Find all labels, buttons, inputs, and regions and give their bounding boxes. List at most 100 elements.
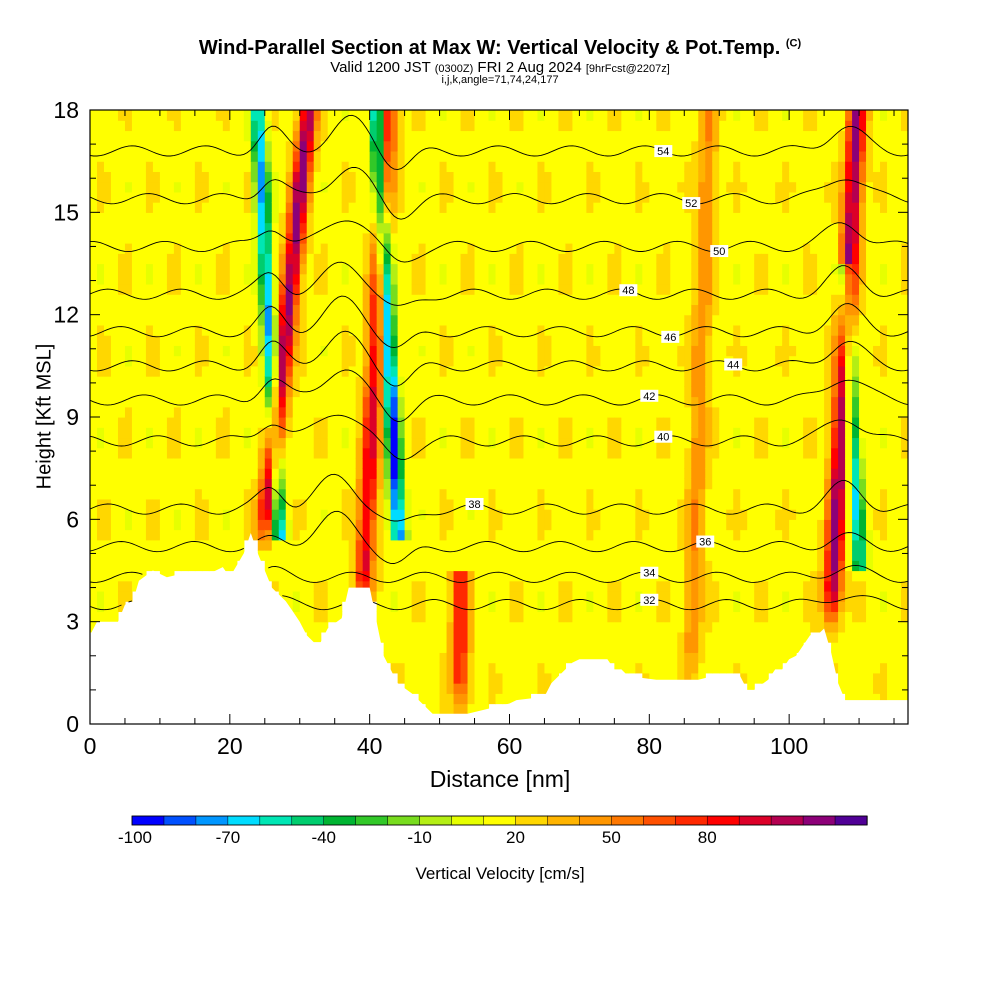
velocity-cell xyxy=(614,662,622,674)
velocity-cell xyxy=(124,181,133,193)
velocity-cell xyxy=(243,529,252,541)
velocity-cell xyxy=(537,631,546,643)
velocity-cell xyxy=(236,396,245,408)
velocity-cell xyxy=(516,386,525,398)
velocity-cell xyxy=(173,509,182,520)
velocity-cell xyxy=(264,273,273,285)
velocity-cell xyxy=(516,314,525,326)
velocity-cell xyxy=(523,202,532,213)
velocity-cell xyxy=(712,509,720,520)
velocity-cell xyxy=(558,478,567,490)
velocity-cell xyxy=(138,253,147,265)
velocity-cell xyxy=(691,406,699,418)
velocity-cell xyxy=(754,642,762,653)
velocity-cell xyxy=(712,447,720,459)
velocity-cell xyxy=(313,263,322,275)
velocity-cell xyxy=(453,324,462,336)
velocity-cell xyxy=(439,161,448,172)
velocity-cell xyxy=(299,355,308,367)
velocity-cell xyxy=(292,191,301,203)
velocity-cell xyxy=(635,376,643,387)
velocity-cell xyxy=(614,519,622,531)
velocity-cell xyxy=(341,273,350,285)
velocity-cell xyxy=(110,529,119,541)
velocity-cell xyxy=(278,417,287,428)
velocity-cell xyxy=(257,181,266,193)
velocity-cell xyxy=(285,529,294,541)
velocity-cell xyxy=(110,396,119,408)
velocity-cell xyxy=(180,488,189,500)
velocity-cell xyxy=(621,550,629,561)
velocity-cell xyxy=(313,468,322,479)
velocity-cell xyxy=(754,590,762,602)
velocity-cell xyxy=(691,263,699,275)
velocity-cell xyxy=(467,171,476,183)
velocity-cell xyxy=(691,468,699,479)
velocity-cell xyxy=(432,683,441,694)
velocity-cell xyxy=(243,150,252,162)
velocity-cell xyxy=(173,488,182,500)
velocity-cell xyxy=(257,498,266,510)
velocity-cell xyxy=(684,590,692,602)
velocity-cell xyxy=(656,304,664,316)
velocity-cell xyxy=(537,672,546,684)
velocity-cell xyxy=(306,437,315,449)
velocity-cell xyxy=(96,601,105,613)
velocity-cell xyxy=(117,560,126,572)
velocity-cell xyxy=(418,437,427,449)
velocity-cell xyxy=(320,488,329,500)
velocity-cell xyxy=(376,611,385,623)
velocity-cell xyxy=(117,550,126,561)
velocity-cell xyxy=(726,212,734,224)
velocity-cell xyxy=(523,355,532,367)
velocity-cell xyxy=(600,519,608,531)
velocity-cell xyxy=(390,642,399,653)
velocity-cell xyxy=(474,662,483,674)
velocity-cell xyxy=(544,652,553,664)
velocity-cell xyxy=(453,222,462,234)
velocity-cell xyxy=(509,427,518,439)
velocity-cell xyxy=(565,580,574,592)
velocity-cell xyxy=(460,396,469,408)
velocity-cell xyxy=(691,314,699,326)
velocity-cell xyxy=(593,345,601,357)
velocity-cell xyxy=(495,243,504,254)
velocity-cell xyxy=(565,273,574,285)
velocity-cell xyxy=(754,498,762,510)
velocity-cell xyxy=(313,232,322,244)
velocity-cell xyxy=(600,171,608,183)
velocity-cell xyxy=(180,110,189,121)
velocity-cell xyxy=(194,294,203,306)
velocity-cell xyxy=(586,478,594,490)
velocity-cell xyxy=(551,580,560,592)
velocity-cell xyxy=(432,519,441,531)
velocity-cell xyxy=(712,550,720,561)
velocity-cell xyxy=(607,222,615,234)
velocity-cell xyxy=(663,243,671,254)
velocity-cell xyxy=(432,396,441,408)
velocity-cell xyxy=(467,181,476,193)
velocity-cell xyxy=(320,345,329,357)
velocity-cell xyxy=(684,529,692,541)
velocity-cell xyxy=(278,386,287,398)
velocity-cell xyxy=(628,468,636,479)
velocity-cell xyxy=(124,457,133,469)
velocity-cell xyxy=(145,345,154,357)
velocity-cell xyxy=(446,191,455,203)
velocity-cell xyxy=(166,335,175,346)
velocity-cell xyxy=(586,621,594,633)
velocity-cell xyxy=(740,273,748,285)
velocity-cell xyxy=(131,294,140,306)
velocity-cell xyxy=(544,212,553,224)
velocity-cell xyxy=(628,314,636,326)
velocity-cell xyxy=(236,243,245,254)
velocity-cell xyxy=(453,437,462,449)
velocity-cell xyxy=(572,130,580,142)
velocity-cell xyxy=(208,222,217,234)
velocity-cell xyxy=(397,468,406,479)
velocity-cell xyxy=(530,386,539,398)
velocity-cell xyxy=(103,590,112,602)
velocity-cell xyxy=(110,120,119,132)
velocity-cell xyxy=(215,355,224,367)
velocity-cell xyxy=(621,437,629,449)
